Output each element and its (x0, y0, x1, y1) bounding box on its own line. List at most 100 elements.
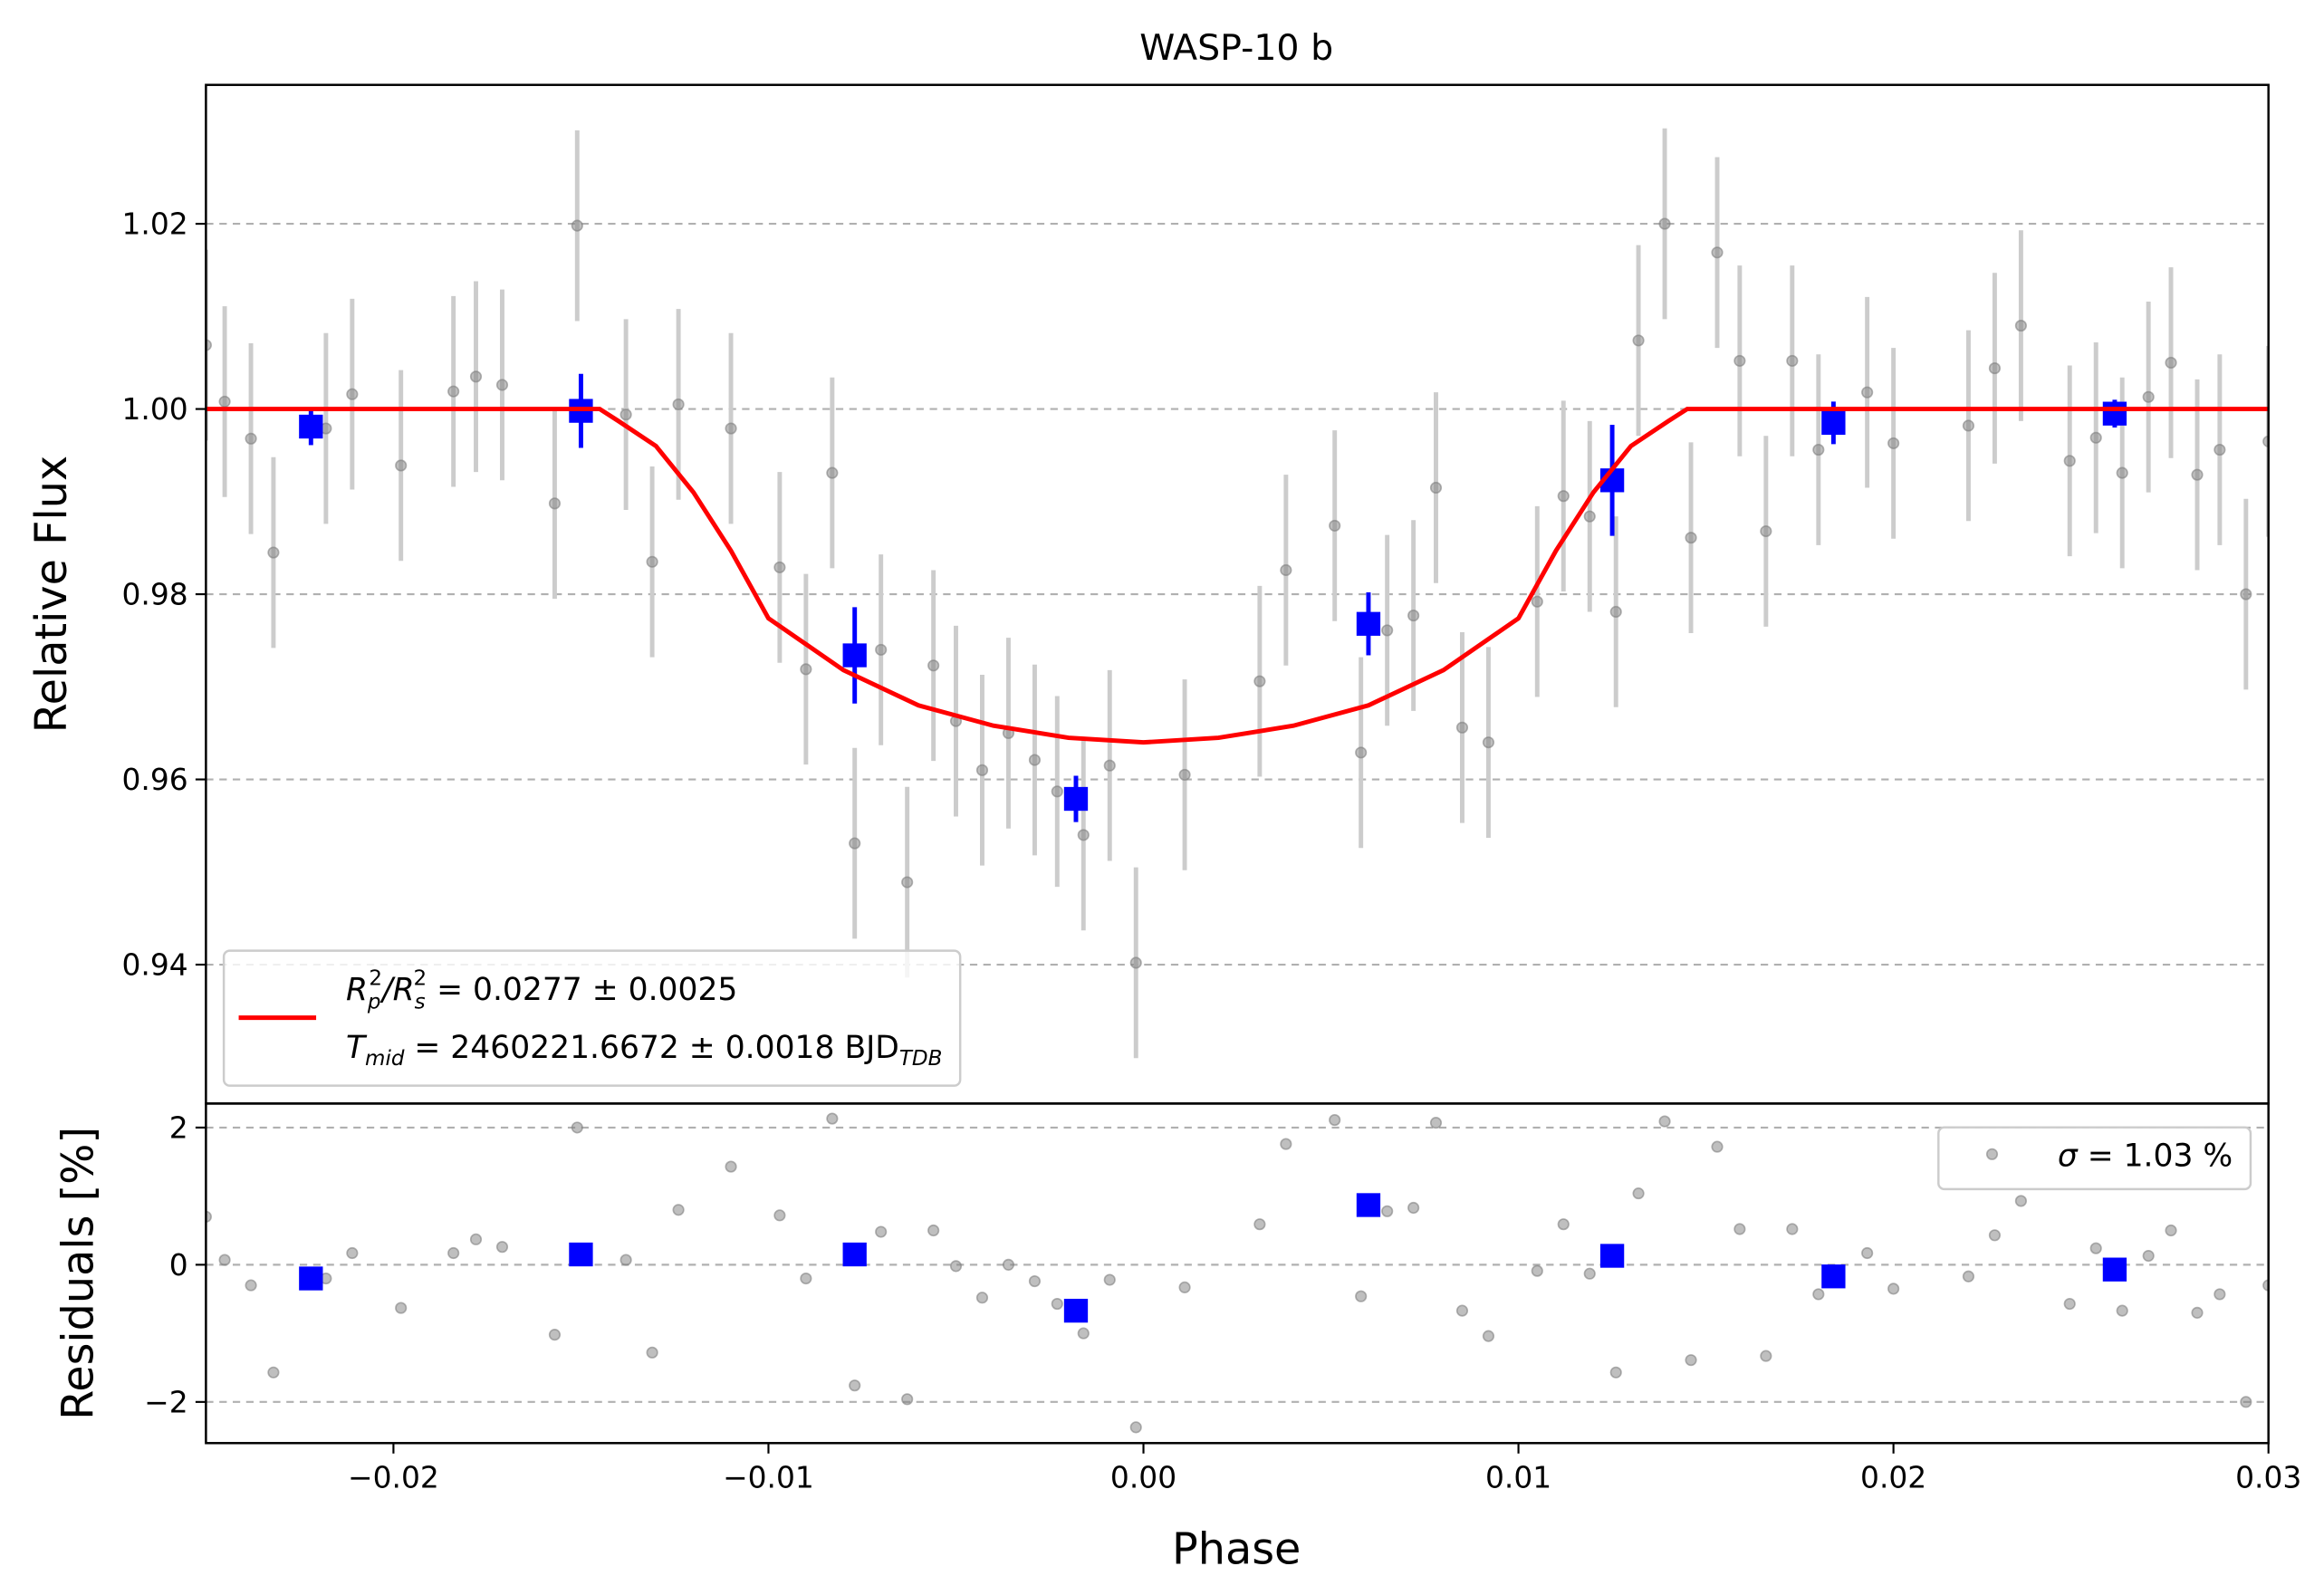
legend-label-part: /R (379, 972, 415, 1008)
legend-text: Rp2/Rs2 = 0.0277 ± 0.0025 Tmid = 2460221… (346, 966, 942, 1071)
data-point (1407, 1201, 1420, 1215)
data-point (2191, 1306, 2204, 1319)
data-point (1429, 481, 1443, 495)
data-point (1482, 736, 1495, 749)
data-point (206, 1210, 212, 1223)
data-point (1077, 829, 1090, 841)
binned-point (1063, 1298, 1089, 1323)
data-point (1988, 362, 2002, 375)
data-point (1051, 785, 1063, 798)
legend-box (222, 949, 962, 1087)
data-point (2063, 455, 2076, 467)
data-point (1861, 1246, 1874, 1260)
data-point (1280, 563, 1292, 577)
x-tick-label: 0.01 (1485, 1460, 1551, 1495)
binned-point (1063, 786, 1089, 812)
data-point (1711, 246, 1724, 259)
data-point (1685, 1354, 1697, 1367)
data-point (548, 1329, 562, 1341)
data-point (346, 1246, 359, 1260)
data-point (1028, 754, 1042, 766)
data-point (927, 659, 940, 672)
data-point (245, 1279, 257, 1292)
data-point (2191, 468, 2204, 481)
data-point (2165, 356, 2177, 370)
legend-label-part: σ (2058, 1138, 2079, 1174)
data-point (1962, 1270, 1975, 1283)
data-point (826, 1112, 839, 1125)
data-point (1812, 443, 1825, 456)
data-point (2063, 1297, 2076, 1311)
data-point (267, 546, 280, 559)
data-point (1733, 354, 1746, 367)
y-tick-label: 0.94 (121, 947, 187, 983)
data-point (1077, 1327, 1090, 1340)
data-point (1861, 386, 1874, 399)
data-point (2262, 1279, 2269, 1292)
binned-point (569, 1242, 593, 1267)
legend-label-part: 2 (369, 966, 382, 990)
binned-point (299, 1266, 323, 1291)
data-point (1002, 1258, 1015, 1271)
data-point (875, 1225, 888, 1238)
data-point (773, 561, 786, 573)
y-tick-label: 1.02 (121, 207, 187, 242)
data-point (849, 1379, 861, 1392)
data-point (447, 385, 460, 398)
data-point (901, 1393, 914, 1406)
legend-label: Tmid = 2460221.6672 ± 0.0018 BJDTDB (346, 1030, 942, 1071)
data-point (1557, 1218, 1570, 1231)
y-tick-label: 0.96 (121, 762, 187, 797)
binned-point (1821, 410, 1846, 436)
legend: Rp2/Rs2 = 0.0277 ± 0.0025 Tmid = 2460221… (222, 949, 962, 1087)
legend-label-part: mid (365, 1047, 405, 1071)
legend-label-part: = 2460221.6672 ± 0.0018 BJD (404, 1030, 898, 1066)
data-point (646, 1346, 658, 1359)
data-point (1455, 721, 1469, 734)
data-point (1355, 1290, 1368, 1302)
data-point (773, 1209, 786, 1222)
data-point (1253, 1218, 1266, 1231)
data-point (1685, 532, 1697, 544)
plot-area (206, 1112, 2269, 1434)
data-point (469, 370, 483, 383)
data-point (927, 1224, 940, 1237)
data-point (267, 1366, 280, 1379)
data-point (1988, 1229, 2002, 1242)
binned-point (842, 643, 867, 668)
data-point (1609, 605, 1622, 619)
data-point (1711, 1140, 1724, 1153)
data-point (218, 395, 231, 408)
binned-point (2102, 1257, 2127, 1282)
data-point (395, 459, 408, 472)
y-tick-label: 2 (169, 1110, 188, 1145)
data-point (2165, 1224, 2177, 1237)
data-point (875, 643, 888, 656)
y-tick-label: −2 (144, 1384, 187, 1419)
data-point (1786, 1223, 1799, 1235)
data-point (1583, 1267, 1596, 1280)
data-point (2262, 435, 2269, 447)
data-point (975, 764, 989, 776)
data-point (2214, 443, 2226, 456)
binned-point (2102, 401, 2127, 426)
data-point (2142, 390, 2155, 403)
legend-label-part: R (346, 972, 368, 1008)
data-point (2116, 1304, 2128, 1317)
legend-label: Rp2/Rs2 = 0.0277 ± 0.0025 (346, 966, 737, 1014)
data-point (800, 1272, 812, 1285)
data-point (849, 837, 861, 850)
legend-label-part: TDB (899, 1047, 943, 1071)
data-point (2014, 1195, 2027, 1207)
data-point (1103, 1273, 1116, 1286)
legend-text: σ = 1.03 % (2058, 1138, 2233, 1174)
x-tick-label: 0.02 (1860, 1460, 1926, 1495)
data-point (2240, 1396, 2252, 1408)
data-point (395, 1302, 408, 1314)
data-point (901, 876, 914, 889)
legend-swatch (1985, 1148, 1999, 1160)
data-point (619, 1254, 632, 1266)
x-tick-label: 0.00 (1110, 1460, 1176, 1495)
